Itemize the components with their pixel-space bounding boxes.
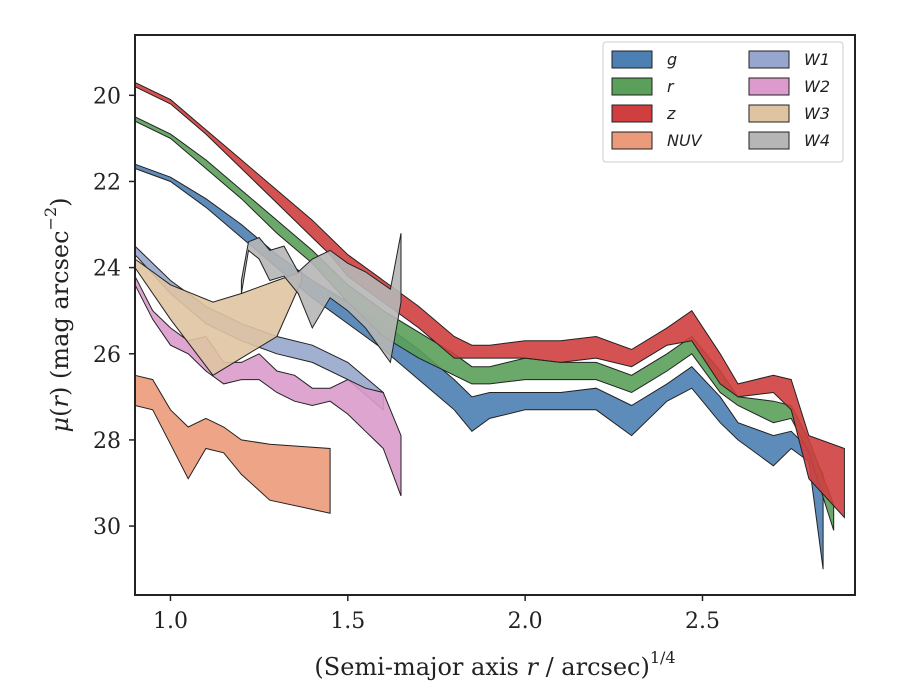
legend-label-z: z	[666, 104, 676, 123]
legend-swatch-w3	[748, 104, 790, 123]
y-tick-label: 30	[93, 515, 121, 540]
y-axis-label-mu: μ	[46, 417, 74, 433]
legend-label-w1: W1	[804, 50, 830, 69]
x-axis-label-rest: / arcsec)	[538, 653, 650, 681]
legend-label-w3: W3	[804, 104, 830, 123]
x-tick-label: 1.5	[330, 609, 365, 634]
legend-label-nuv: NUV	[667, 131, 703, 150]
legend-label-w4: W4	[804, 131, 830, 150]
x-tick-label: 2.5	[685, 609, 720, 634]
legend-swatch-nuv	[611, 131, 653, 150]
x-axis-label: (Semi-major axis r / arcsec)1/4	[314, 648, 675, 681]
legend-label-g: g	[667, 50, 677, 69]
plot-frame	[134, 34, 856, 596]
y-axis-label-exponent: −2	[41, 207, 60, 231]
x-axis-label-exponent: 1/4	[650, 648, 676, 667]
x-tick-label: 1.0	[153, 609, 188, 634]
y-tick-label: 28	[93, 429, 121, 454]
y-axis-label: μ(r) (mag arcsec−2)	[41, 197, 74, 432]
series-layer	[134, 81, 845, 570]
y-axis-label-close: )	[46, 197, 74, 206]
x-axis-label-main: (Semi-major axis	[314, 653, 526, 681]
y-axis-label-var: r	[46, 395, 74, 408]
y-tick-label: 22	[93, 170, 121, 195]
legend-swatch-w1	[748, 50, 790, 69]
ticks-layer: 1.0 1.5 2.0 2.5 20 22 24 26 28 30	[93, 84, 720, 634]
y-tick-label: 24	[93, 257, 121, 282]
legend: grz NUV W1 W2 W3 W4	[602, 41, 844, 163]
legend-swatch-g	[611, 50, 653, 69]
y-tick-label: 26	[93, 343, 121, 368]
legend-label-r: r	[667, 77, 675, 96]
band-w4	[240, 233, 402, 364]
x-axis-label-var: r	[526, 653, 539, 681]
y-axis-label-open: (	[46, 408, 74, 417]
y-axis-label-rest: ) (mag arcsec	[46, 230, 74, 396]
legend-swatch-r	[611, 77, 653, 96]
y-tick-label: 20	[93, 84, 121, 109]
legend-label-w2: W2	[804, 77, 830, 96]
x-tick-label: 2.0	[508, 609, 543, 634]
legend-swatch-w4	[748, 131, 790, 150]
legend-swatch-w2	[748, 77, 790, 96]
legend-swatch-z	[611, 104, 653, 123]
band-nuv	[134, 374, 331, 514]
